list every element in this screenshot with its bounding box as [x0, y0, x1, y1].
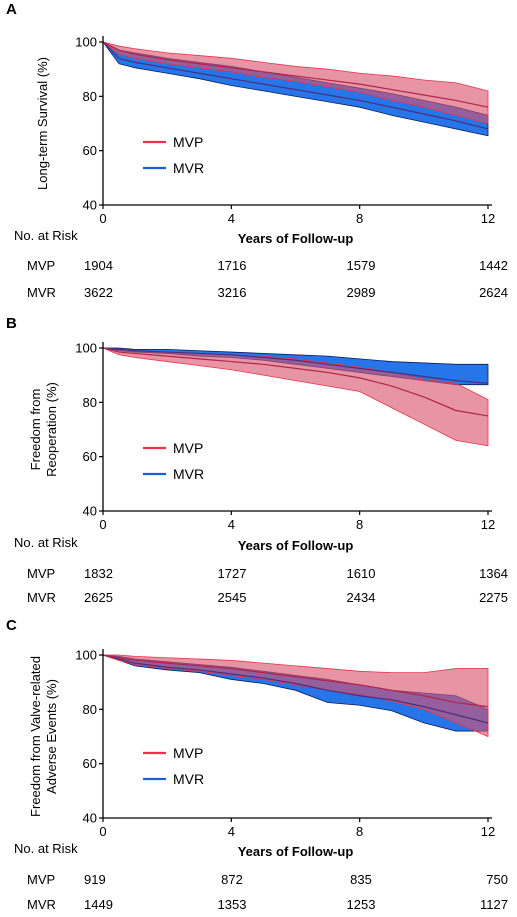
x-axis-label: Years of Follow-up [238, 231, 354, 246]
risk-value: 1832 [84, 566, 113, 581]
x-tick-label: 12 [481, 824, 495, 839]
risk-value: 2989 [347, 285, 376, 300]
mvp-confidence-band [102, 654, 489, 738]
x-tick-label: 0 [99, 824, 106, 839]
risk-row-name: MVR [27, 285, 56, 300]
y-tick-label: 80 [83, 702, 97, 717]
risk-row-name: MVP [27, 872, 55, 887]
risk-value: 3622 [84, 285, 113, 300]
risk-row-name: MVP [27, 566, 55, 581]
risk-row-name: MVP [27, 258, 55, 273]
panel-letter: A [6, 1, 17, 18]
risk-value: 1904 [84, 258, 113, 273]
risk-value: 919 [84, 872, 106, 887]
risk-value: 1127 [480, 897, 508, 912]
mvp-curve [102, 347, 489, 417]
risk-value: 1579 [347, 258, 376, 273]
legend-label: MVP [173, 134, 203, 150]
x-tick-label: 4 [228, 824, 235, 839]
y-axis-label-line: Adverse Events (%) [44, 679, 59, 794]
chart-panel-b: B 40 60 80 100 0 4 8 12 Freedom from Reoperation (… [6, 315, 508, 605]
risk-value: 835 [350, 872, 372, 887]
risk-value: 1364 [479, 566, 508, 581]
y-tick-label: 80 [83, 395, 97, 410]
risk-table-label: No. at Risk [14, 228, 78, 243]
y-tick-label: 40 [83, 198, 97, 213]
risk-table-label: No. at Risk [14, 535, 78, 550]
x-tick-label: 0 [99, 211, 106, 226]
risk-table-label: No. at Risk [14, 841, 78, 856]
y-axis-label-line: Freedom from [28, 389, 43, 471]
risk-value: 1716 [218, 258, 247, 273]
risk-value: 1449 [84, 897, 113, 912]
risk-row-name: MVR [27, 590, 56, 605]
mvr-curve [102, 41, 489, 130]
risk-value: 1442 [479, 258, 508, 273]
mvp-curve [102, 41, 489, 108]
x-tick-label: 8 [356, 517, 363, 532]
y-tick-label: 40 [83, 811, 97, 826]
y-tick-label: 60 [83, 756, 97, 771]
legend-label: MVP [173, 440, 203, 456]
y-axis-label-line: Reoperation (%) [44, 382, 59, 477]
x-tick-label: 12 [481, 211, 495, 226]
chart-panel-a: A 40 60 80 100 0 4 8 12 Long-term Survival (%) Yea… [6, 1, 508, 300]
legend-label: MVP [173, 745, 203, 761]
risk-value: 750 [486, 872, 508, 887]
x-tick-label: 4 [228, 211, 235, 226]
x-tick-label: 8 [356, 824, 363, 839]
x-tick-label: 4 [228, 517, 235, 532]
y-axis-label-line: Freedom from Valve-related [28, 656, 43, 817]
risk-row-name: MVR [27, 897, 56, 912]
x-tick-label: 8 [356, 211, 363, 226]
legend-label: MVR [173, 466, 204, 482]
risk-value: 1353 [218, 897, 247, 912]
panel-letter: B [6, 315, 17, 332]
risk-value: 3216 [218, 285, 247, 300]
mvr-curve [102, 654, 489, 724]
x-axis-label: Years of Follow-up [238, 538, 354, 553]
legend-label: MVR [173, 160, 204, 176]
x-axis-label: Years of Follow-up [238, 844, 354, 859]
mvp-confidence-band [102, 347, 489, 447]
y-tick-label: 80 [83, 89, 97, 104]
risk-value: 2545 [218, 590, 247, 605]
panel-letter: C [6, 617, 17, 634]
legend-label: MVR [173, 771, 204, 787]
y-tick-label: 100 [75, 341, 97, 356]
y-tick-label: 100 [75, 35, 97, 50]
y-axis-label: Long-term Survival (%) [35, 57, 50, 190]
mvr-curve [102, 347, 489, 384]
risk-value: 1253 [347, 897, 376, 912]
y-tick-label: 100 [75, 648, 97, 663]
chart-panel-c: C 40 60 80 100 0 4 8 12 Freedom from Valve-relate… [6, 617, 508, 912]
risk-value: 2625 [84, 590, 113, 605]
y-tick-label: 60 [83, 449, 97, 464]
risk-value: 872 [221, 872, 243, 887]
risk-value: 2275 [479, 590, 508, 605]
y-tick-label: 60 [83, 143, 97, 158]
risk-value: 1727 [218, 566, 247, 581]
risk-value: 2624 [479, 285, 508, 300]
x-tick-label: 12 [481, 517, 495, 532]
mvp-curve [102, 654, 489, 708]
risk-value: 1610 [347, 566, 376, 581]
x-tick-label: 0 [99, 517, 106, 532]
y-tick-label: 40 [83, 504, 97, 519]
risk-value: 2434 [347, 590, 376, 605]
